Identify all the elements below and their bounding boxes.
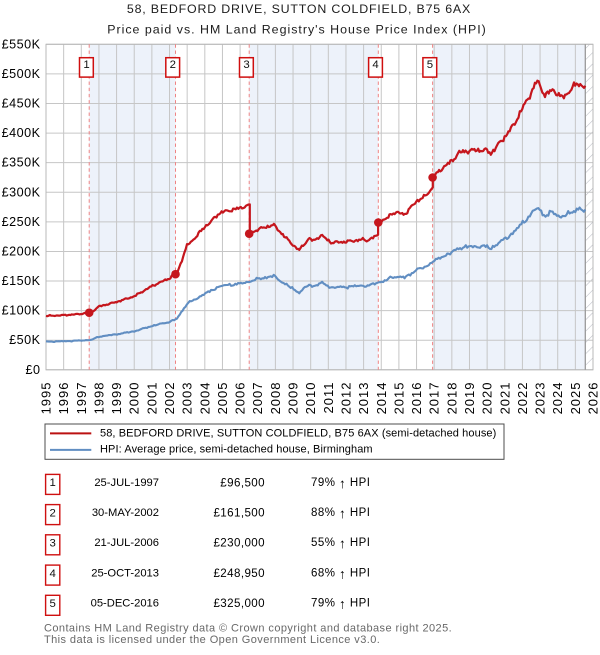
svg-text:£450K: £450K bbox=[2, 97, 41, 111]
svg-text:2004: 2004 bbox=[197, 382, 212, 415]
svg-text:£500K: £500K bbox=[2, 67, 41, 81]
svg-text:1: 1 bbox=[50, 477, 56, 489]
svg-text:£150K: £150K bbox=[2, 274, 41, 288]
svg-text:2006: 2006 bbox=[233, 382, 248, 415]
svg-text:2018: 2018 bbox=[444, 382, 459, 415]
svg-text:3: 3 bbox=[50, 538, 56, 550]
svg-text:£200K: £200K bbox=[2, 244, 41, 258]
svg-text:2016: 2016 bbox=[409, 382, 424, 415]
svg-text:Contains HM Land Registry data: Contains HM Land Registry data © Crown c… bbox=[44, 623, 452, 635]
svg-text:2013: 2013 bbox=[356, 382, 371, 415]
svg-text:Price paid vs. HM Land Registr: Price paid vs. HM Land Registry's House … bbox=[107, 22, 487, 36]
svg-text:2012: 2012 bbox=[339, 382, 354, 415]
svg-text:£161,500: £161,500 bbox=[213, 507, 265, 520]
svg-text:58, BEDFORD DRIVE, SUTTON COLD: 58, BEDFORD DRIVE, SUTTON COLDFIELD, B75… bbox=[100, 428, 496, 440]
svg-text:2025: 2025 bbox=[568, 382, 583, 415]
svg-text:79% ↑ HPI: 79% ↑ HPI bbox=[311, 596, 370, 611]
svg-text:2014: 2014 bbox=[374, 382, 389, 415]
svg-text:2024: 2024 bbox=[550, 382, 565, 415]
svg-text:79% ↑ HPI: 79% ↑ HPI bbox=[311, 475, 370, 490]
svg-text:30-MAY-2002: 30-MAY-2002 bbox=[92, 507, 159, 519]
svg-text:2000: 2000 bbox=[127, 382, 142, 415]
svg-text:2009: 2009 bbox=[286, 382, 301, 415]
svg-text:2017: 2017 bbox=[427, 382, 442, 415]
svg-text:2023: 2023 bbox=[533, 382, 548, 415]
svg-text:2001: 2001 bbox=[144, 382, 159, 415]
svg-text:2026: 2026 bbox=[586, 382, 600, 415]
svg-text:2002: 2002 bbox=[162, 382, 177, 415]
svg-text:58, BEDFORD DRIVE, SUTTON COLD: 58, BEDFORD DRIVE, SUTTON COLDFIELD, B75… bbox=[127, 2, 471, 16]
svg-text:1995: 1995 bbox=[39, 382, 54, 415]
svg-text:21-JUL-2006: 21-JUL-2006 bbox=[94, 537, 159, 549]
svg-text:4: 4 bbox=[50, 568, 56, 580]
svg-text:2019: 2019 bbox=[462, 382, 477, 415]
svg-text:2020: 2020 bbox=[480, 382, 495, 415]
svg-text:2: 2 bbox=[170, 59, 176, 71]
svg-text:2003: 2003 bbox=[180, 382, 195, 415]
svg-text:5: 5 bbox=[50, 598, 56, 610]
svg-text:£250K: £250K bbox=[2, 215, 41, 229]
svg-text:£300K: £300K bbox=[2, 185, 41, 199]
svg-text:£0: £0 bbox=[25, 363, 40, 377]
svg-text:2005: 2005 bbox=[215, 382, 230, 415]
svg-text:£400K: £400K bbox=[2, 126, 41, 140]
svg-text:2015: 2015 bbox=[391, 382, 406, 415]
svg-text:2022: 2022 bbox=[515, 382, 530, 415]
svg-text:1997: 1997 bbox=[74, 382, 89, 415]
svg-text:05-DEC-2016: 05-DEC-2016 bbox=[91, 598, 159, 610]
svg-text:£350K: £350K bbox=[2, 156, 41, 170]
svg-text:2007: 2007 bbox=[250, 382, 265, 415]
svg-text:68% ↑ HPI: 68% ↑ HPI bbox=[311, 566, 370, 581]
svg-text:1: 1 bbox=[83, 59, 89, 71]
svg-text:£50K: £50K bbox=[9, 333, 41, 347]
svg-text:HPI: Average price, semi-detac: HPI: Average price, semi-detached house,… bbox=[100, 444, 373, 456]
svg-text:88% ↑ HPI: 88% ↑ HPI bbox=[311, 506, 370, 521]
svg-text:1998: 1998 bbox=[91, 382, 106, 415]
svg-text:£550K: £550K bbox=[2, 37, 41, 51]
svg-text:2011: 2011 bbox=[321, 382, 336, 414]
svg-text:55% ↑ HPI: 55% ↑ HPI bbox=[311, 536, 370, 551]
svg-text:25-OCT-2013: 25-OCT-2013 bbox=[91, 568, 159, 580]
svg-text:2010: 2010 bbox=[303, 382, 318, 415]
svg-text:1999: 1999 bbox=[109, 382, 124, 415]
svg-text:£100K: £100K bbox=[2, 304, 41, 318]
svg-text:2: 2 bbox=[50, 507, 56, 519]
svg-text:£96,500: £96,500 bbox=[220, 476, 265, 489]
svg-text:2008: 2008 bbox=[268, 382, 283, 415]
svg-text:£230,000: £230,000 bbox=[213, 537, 265, 550]
svg-text:This data is licensed under th: This data is licensed under the Open Gov… bbox=[44, 634, 380, 646]
svg-text:£248,950: £248,950 bbox=[213, 567, 265, 580]
svg-text:2021: 2021 bbox=[497, 382, 512, 415]
svg-text:4: 4 bbox=[372, 59, 378, 71]
svg-text:£325,000: £325,000 bbox=[213, 597, 265, 610]
svg-text:5: 5 bbox=[427, 59, 433, 71]
svg-text:3: 3 bbox=[243, 59, 249, 71]
svg-text:25-JUL-1997: 25-JUL-1997 bbox=[94, 477, 159, 489]
svg-text:1996: 1996 bbox=[56, 382, 71, 415]
